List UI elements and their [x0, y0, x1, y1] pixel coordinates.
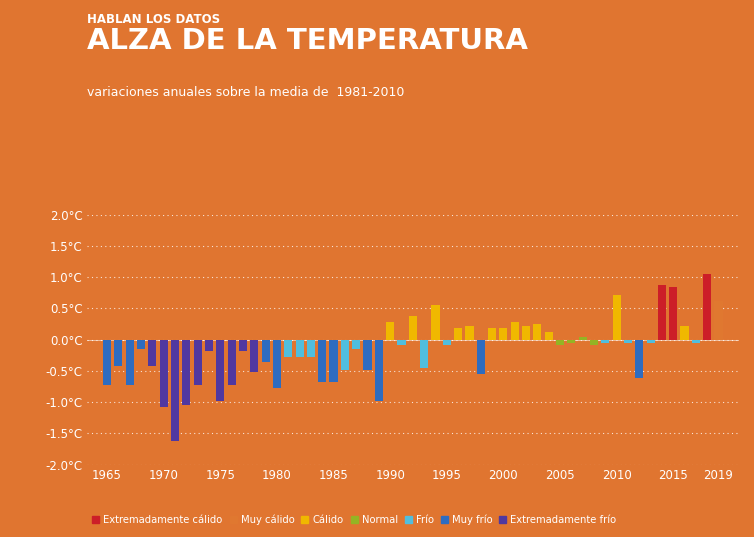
- Bar: [171, 339, 179, 441]
- Bar: [386, 322, 394, 339]
- Bar: [352, 339, 360, 349]
- Bar: [510, 322, 519, 339]
- Bar: [216, 339, 225, 401]
- Bar: [284, 339, 293, 357]
- Bar: [635, 339, 643, 379]
- Text: ALZA DE LA TEMPERATURA: ALZA DE LA TEMPERATURA: [87, 27, 528, 55]
- Bar: [567, 339, 575, 343]
- Bar: [624, 339, 632, 343]
- Bar: [341, 339, 349, 369]
- Bar: [601, 339, 609, 343]
- Bar: [590, 339, 598, 345]
- Bar: [194, 339, 202, 384]
- Bar: [329, 339, 338, 382]
- Text: HABLAN LOS DATOS: HABLAN LOS DATOS: [87, 13, 220, 26]
- Bar: [657, 285, 666, 339]
- Bar: [477, 339, 485, 374]
- Bar: [363, 339, 372, 369]
- Bar: [239, 339, 247, 351]
- Bar: [465, 326, 474, 339]
- Bar: [126, 339, 133, 384]
- Bar: [578, 337, 587, 339]
- Bar: [375, 339, 383, 401]
- Bar: [533, 324, 541, 339]
- Bar: [296, 339, 304, 357]
- Bar: [262, 339, 270, 361]
- Bar: [715, 301, 722, 339]
- Bar: [250, 339, 259, 372]
- Bar: [149, 339, 157, 366]
- Bar: [669, 287, 677, 339]
- Legend: Extremadamente cálido, Muy cálido, Cálido, Normal, Frío, Muy frío, Extremadament: Extremadamente cálido, Muy cálido, Cálid…: [88, 511, 621, 529]
- Bar: [454, 329, 462, 339]
- Bar: [443, 339, 451, 345]
- Bar: [137, 339, 145, 349]
- Bar: [228, 339, 236, 384]
- Bar: [522, 326, 530, 339]
- Bar: [692, 339, 700, 343]
- Bar: [420, 339, 428, 368]
- Bar: [488, 329, 496, 339]
- Bar: [499, 329, 507, 339]
- Bar: [182, 339, 191, 405]
- Bar: [681, 326, 688, 339]
- Bar: [409, 316, 417, 339]
- Bar: [160, 339, 168, 407]
- Bar: [205, 339, 213, 351]
- Bar: [307, 339, 315, 357]
- Bar: [103, 339, 111, 384]
- Bar: [556, 339, 564, 345]
- Bar: [646, 339, 654, 343]
- Bar: [115, 339, 122, 366]
- Bar: [318, 339, 326, 382]
- Bar: [544, 332, 553, 339]
- Bar: [612, 295, 621, 339]
- Bar: [273, 339, 281, 388]
- Text: variaciones anuales sobre la media de  1981-2010: variaciones anuales sobre la media de 19…: [87, 86, 404, 99]
- Bar: [431, 306, 440, 339]
- Bar: [397, 339, 406, 345]
- Bar: [703, 274, 711, 339]
